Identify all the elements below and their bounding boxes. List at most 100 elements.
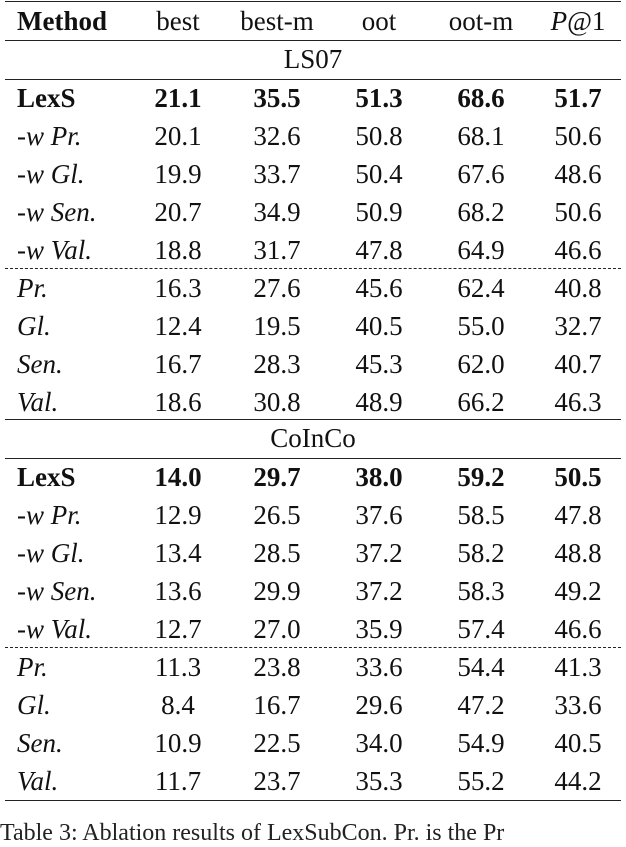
row-value: 8.4 (161, 690, 195, 720)
header-oot-m: oot-m (448, 6, 514, 36)
row-value: 62.0 (457, 349, 505, 379)
table-row: -w Sen. 13.6 29.9 37.2 58.3 49.2 (5, 572, 621, 610)
row-value: 27.6 (253, 273, 301, 303)
row-value: 58.5 (457, 500, 505, 530)
row-method: Val. (17, 766, 59, 796)
row-method: -w Sen. (17, 576, 97, 606)
header-p-italic: P (550, 6, 568, 36)
row-value: 50.6 (554, 197, 602, 227)
row-value: 18.8 (154, 235, 202, 265)
row-value: 34.9 (253, 197, 301, 227)
row-value: 29.7 (253, 462, 301, 492)
header-row: Method best best-m oot oot-m P@1 (5, 2, 621, 40)
table-row: Gl. 8.4 16.7 29.6 47.2 33.6 (5, 686, 621, 724)
row-value: 48.6 (554, 159, 602, 189)
row-value: 23.7 (253, 766, 301, 796)
row-value: 23.8 (253, 652, 301, 682)
row-method: Gl. (17, 311, 51, 341)
row-value: 13.4 (154, 538, 202, 568)
row-value: 16.7 (154, 349, 202, 379)
row-value: 48.8 (554, 538, 602, 568)
section-rule-ls07 (5, 79, 621, 80)
row-value: 12.9 (154, 500, 202, 530)
row-value: 44.2 (554, 766, 602, 796)
table-row: LexS 21.1 35.5 51.3 68.6 51.7 (5, 79, 621, 117)
row-value: 22.5 (253, 728, 301, 758)
bottom-rule (5, 800, 621, 801)
row-value: 12.7 (154, 614, 202, 644)
row-value: 28.3 (253, 349, 301, 379)
row-value: 51.7 (554, 83, 602, 113)
row-value: 47.8 (355, 235, 403, 265)
table-row: Pr. 16.3 27.6 45.6 62.4 40.8 (5, 269, 621, 307)
section-title-ls07: LS07 (283, 44, 343, 74)
dashed-rule (5, 647, 621, 648)
row-value: 40.5 (355, 311, 403, 341)
row-method: -w Pr. (17, 500, 82, 530)
row-value: 40.7 (554, 349, 602, 379)
row-value: 35.5 (253, 83, 301, 113)
row-value: 40.5 (554, 728, 602, 758)
table-row: LexS 14.0 29.7 38.0 59.2 50.5 (5, 458, 621, 496)
row-value: 33.6 (554, 690, 602, 720)
row-method: LexS (17, 83, 76, 113)
row-value: 29.9 (253, 576, 301, 606)
row-value: 46.6 (554, 235, 602, 265)
row-value: 45.3 (355, 349, 403, 379)
row-value: 18.6 (154, 387, 202, 417)
row-value: 68.2 (457, 197, 505, 227)
row-value: 16.7 (253, 690, 301, 720)
table-row: Sen. 10.9 22.5 34.0 54.9 40.5 (5, 724, 621, 762)
row-method: Val. (17, 387, 59, 417)
row-value: 58.3 (457, 576, 505, 606)
row-value: 45.6 (355, 273, 403, 303)
table-row: Val. 18.6 30.8 48.9 66.2 46.3 (5, 383, 621, 421)
row-value: 51.3 (355, 83, 403, 113)
top-rule (5, 1, 621, 2)
row-method: -w Val. (17, 235, 93, 265)
row-value: 62.4 (457, 273, 505, 303)
section-divider (5, 419, 621, 420)
table-row: Pr. 11.3 23.8 33.6 54.4 41.3 (5, 648, 621, 686)
row-value: 50.8 (355, 121, 403, 151)
row-value: 50.4 (355, 159, 403, 189)
row-value: 57.4 (457, 614, 505, 644)
row-value: 41.3 (554, 652, 602, 682)
row-method: LexS (17, 462, 76, 492)
row-value: 11.3 (154, 652, 202, 682)
row-value: 49.2 (554, 576, 602, 606)
row-method: Gl. (17, 690, 51, 720)
row-value: 11.7 (154, 766, 202, 796)
header-oot: oot (361, 6, 397, 36)
row-value: 19.5 (253, 311, 301, 341)
row-value: 30.8 (253, 387, 301, 417)
row-value: 47.2 (457, 690, 505, 720)
table-row: -w Val. 18.8 31.7 47.8 64.9 46.6 (5, 231, 621, 269)
row-value: 19.9 (154, 159, 202, 189)
header-p-rest: @1 (567, 6, 606, 36)
row-value: 27.0 (253, 614, 301, 644)
row-value: 35.3 (355, 766, 403, 796)
row-value: 55.2 (457, 766, 505, 796)
row-value: 50.6 (554, 121, 602, 151)
row-value: 68.6 (457, 83, 505, 113)
row-value: 13.6 (154, 576, 202, 606)
row-value: 68.1 (457, 121, 505, 151)
row-method: Pr. (17, 273, 48, 303)
row-value: 64.9 (457, 235, 505, 265)
row-value: 40.8 (554, 273, 602, 303)
header-best: best (156, 6, 200, 36)
row-method: -w Gl. (17, 538, 85, 568)
section-title-coinco: CoInCo (270, 423, 356, 453)
header-p-at-1: P@1 (539, 2, 617, 40)
row-value: 34.0 (355, 728, 403, 758)
row-value: 37.2 (355, 538, 403, 568)
dashed-rule (5, 268, 621, 269)
row-method: Sen. (17, 349, 63, 379)
row-value: 12.4 (154, 311, 202, 341)
row-value: 14.0 (154, 462, 202, 492)
table-row: Val. 11.7 23.7 35.3 55.2 44.2 (5, 762, 621, 800)
table-row: -w Sen. 20.7 34.9 50.9 68.2 50.6 (5, 193, 621, 231)
row-value: 50.5 (554, 462, 602, 492)
row-value: 32.6 (253, 121, 301, 151)
